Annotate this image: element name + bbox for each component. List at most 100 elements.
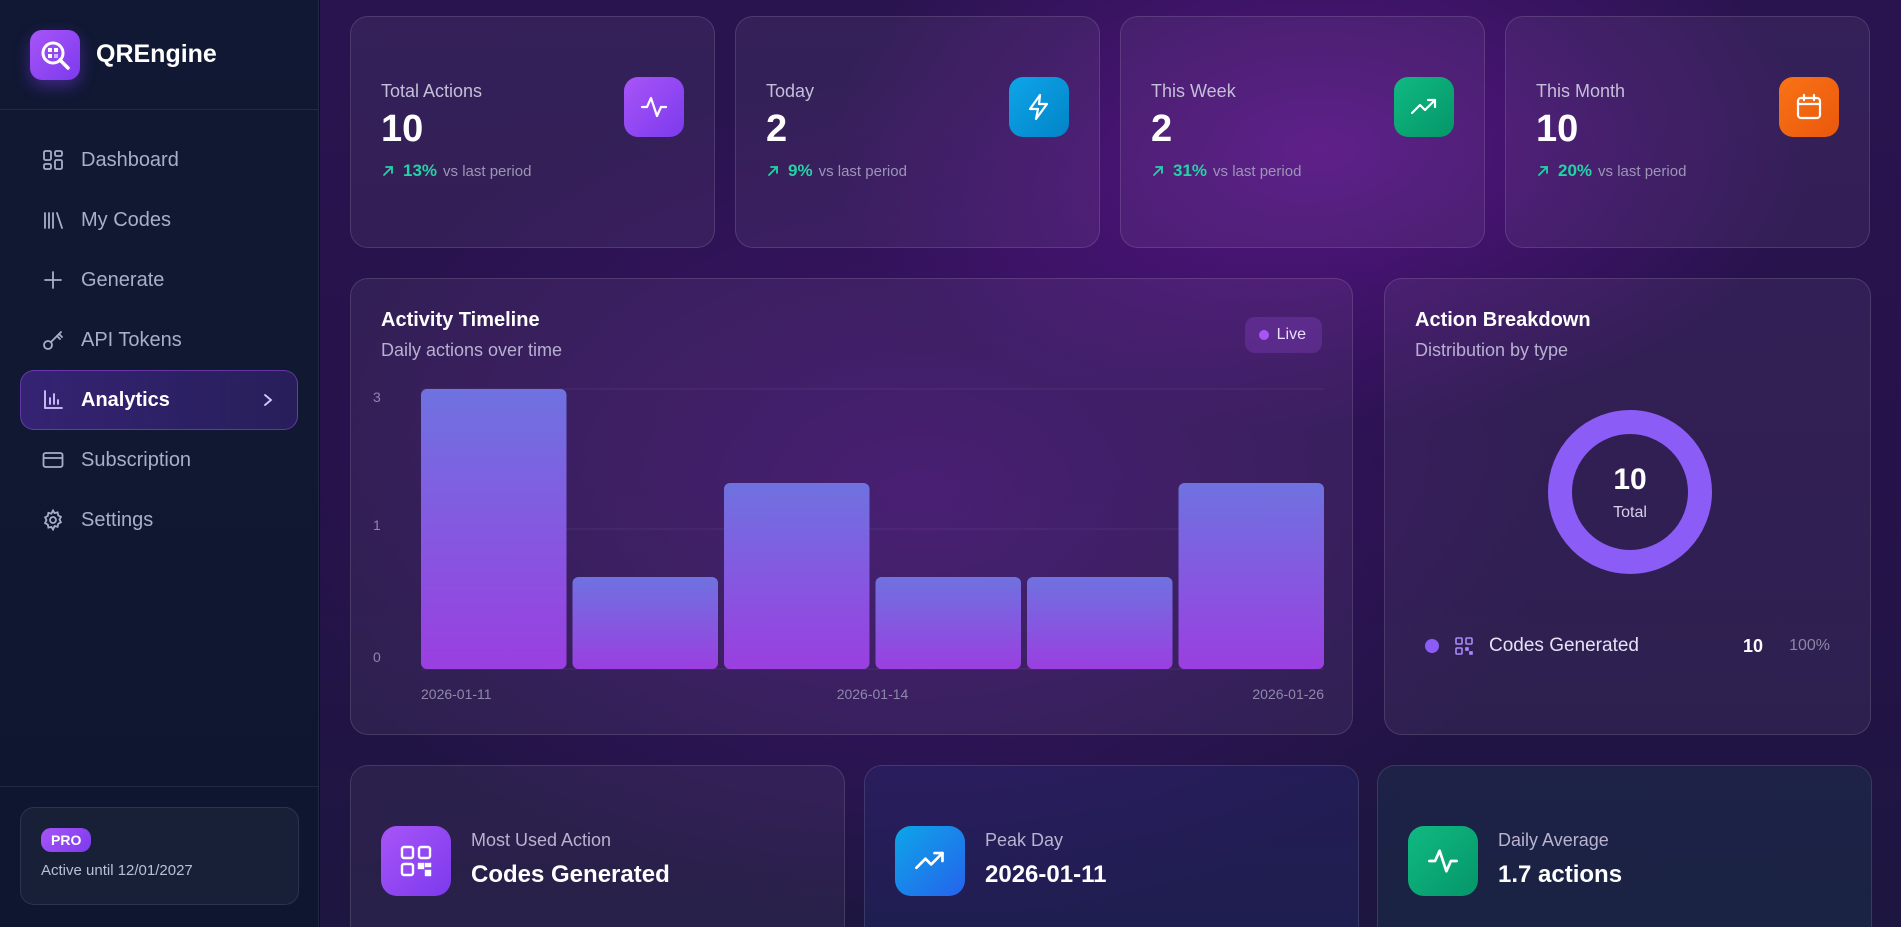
plan-status: Active until 12/01/2027: [41, 862, 193, 879]
stat-trend-pct: 13%: [403, 161, 438, 180]
sidebar-item-label: Settings: [81, 508, 154, 531]
stat-trend-suffix: vs last period: [443, 162, 532, 180]
y-tick-label: 3: [373, 389, 381, 405]
sidebar-item-api-tokens[interactable]: API Tokens: [20, 310, 298, 370]
bar-chart-icon: [41, 388, 65, 412]
donut-chart: 10 Total: [1548, 410, 1712, 574]
summary-value: Codes Generated: [471, 861, 670, 888]
live-badge[interactable]: Live: [1244, 317, 1322, 353]
calendar-icon: [1779, 77, 1839, 137]
sidebar-nav: Dashboard My Codes Generate: [0, 110, 318, 550]
main-content: Total Actions 10 13% vs last period Toda…: [320, 0, 1901, 927]
legend-item[interactable]: Codes Generated 10 100%: [1425, 631, 1830, 661]
sidebar-item-settings[interactable]: Settings: [20, 490, 298, 550]
sidebar-item-label: Generate: [81, 268, 165, 291]
brand[interactable]: QREngine: [0, 0, 318, 110]
stat-value: 10: [1536, 108, 1579, 150]
qr-code-icon: [1455, 637, 1473, 655]
stat-value: 10: [381, 108, 424, 150]
stat-value: 2: [766, 108, 788, 150]
chart-bar[interactable]: [724, 483, 870, 669]
sidebar-item-label: Dashboard: [81, 148, 179, 171]
chart-bar[interactable]: [1027, 577, 1173, 669]
dashboard-icon: [41, 148, 65, 172]
y-tick-label: 1: [373, 517, 381, 533]
activity-icon: [624, 77, 684, 137]
card-subtitle: Daily actions over time: [381, 340, 563, 360]
legend-count: 10: [1743, 635, 1764, 656]
most-used-action-card: Most Used Action Codes Generated: [350, 765, 845, 927]
stat-card-this-month: This Month 10 20% vs last period: [1505, 16, 1870, 248]
sidebar-item-analytics[interactable]: Analytics: [20, 370, 298, 430]
chart-bar[interactable]: [572, 577, 719, 669]
arrow-up-right-icon: [383, 166, 393, 176]
chart-bar[interactable]: [1178, 483, 1325, 669]
chart-bar[interactable]: [875, 577, 1022, 669]
divider: [0, 786, 319, 787]
key-icon: [41, 328, 65, 352]
summary-label: Daily Average: [1498, 830, 1609, 850]
summary-value: 2026-01-11: [985, 861, 1107, 888]
plan-badge: PRO: [41, 828, 92, 852]
legend-label: Codes Generated: [1489, 635, 1639, 656]
activity-timeline-chart: 3 1 0 2026-01-11 2026-01-14 2026-01-26: [373, 388, 1325, 702]
sidebar-item-subscription[interactable]: Subscription: [20, 430, 298, 490]
stat-label: Total Actions: [381, 81, 483, 101]
activity-icon: [1408, 826, 1478, 896]
stat-trend-suffix: vs last period: [1213, 162, 1302, 180]
stat-trend: 20% vs last period: [1536, 161, 1839, 181]
stat-trend-suffix: vs last period: [818, 162, 907, 180]
stat-trend: 13% vs last period: [381, 161, 684, 181]
card-title: Activity Timeline: [381, 309, 540, 331]
card-subtitle: Distribution by type: [1415, 340, 1569, 360]
gear-icon: [41, 508, 65, 532]
qr-logo-icon: [30, 29, 80, 80]
sidebar-item-label: Analytics: [81, 388, 170, 411]
stat-trend-pct: 31%: [1173, 161, 1208, 180]
stat-trend: 31% vs last period: [1151, 161, 1454, 181]
sidebar-item-label: Subscription: [81, 448, 192, 471]
action-breakdown-card: Action Breakdown Distribution by type 10…: [1384, 278, 1871, 735]
summary-label: Peak Day: [985, 830, 1064, 850]
y-tick-label: 0: [373, 649, 381, 665]
stat-trend-pct: 9%: [788, 161, 813, 180]
legend-dot: [1425, 639, 1439, 653]
sidebar-item-label: API Tokens: [81, 328, 182, 351]
donut-center-value: 10: [1613, 463, 1646, 496]
legend-pct: 100%: [1789, 637, 1830, 654]
qr-code-icon: [381, 826, 451, 896]
donut-slice-codes-generated: [1548, 410, 1712, 574]
stat-value: 2: [1151, 108, 1173, 150]
stat-card-total-actions: Total Actions 10 13% vs last period: [350, 16, 715, 248]
peak-day-card: Peak Day 2026-01-11: [864, 765, 1359, 927]
chart-bar[interactable]: [421, 389, 567, 669]
lightning-icon: [1009, 77, 1069, 137]
sidebar-item-dashboard[interactable]: Dashboard: [20, 130, 298, 190]
summary-label: Most Used Action: [471, 830, 612, 850]
sidebar-item-my-codes[interactable]: My Codes: [20, 190, 298, 250]
stat-label: Today: [766, 81, 815, 101]
stat-card-today: Today 2 9% vs last period: [735, 16, 1100, 248]
stat-label: This Week: [1151, 81, 1236, 101]
arrow-up-right-icon: [1538, 166, 1548, 176]
arrow-up-right-icon: [1153, 166, 1163, 176]
stat-trend: 9% vs last period: [766, 161, 1069, 181]
credit-card-icon: [41, 448, 65, 472]
activity-timeline-card: 3 1 0 2026-01-11 2026-01-14 2026-01-26 Activi…: [350, 278, 1353, 735]
sidebar: QREngine Dashboard My Codes: [0, 0, 319, 927]
trending-up-icon: [1394, 77, 1454, 137]
library-icon: [41, 208, 65, 232]
sidebar-item-label: My Codes: [81, 208, 172, 231]
chevron-right-icon: [261, 390, 275, 416]
donut-center-label: Total: [1613, 504, 1647, 521]
live-dot: [1258, 330, 1269, 340]
arrow-up-right-icon: [768, 166, 778, 176]
stat-trend-suffix: vs last period: [1598, 162, 1687, 180]
summary-value: 1.7 actions: [1498, 861, 1623, 888]
x-tick-label: 2026-01-26: [1252, 686, 1324, 702]
brand-name: QREngine: [96, 40, 217, 68]
plan-card[interactable]: PRO Active until 12/01/2027: [20, 807, 299, 905]
live-label: Live: [1276, 326, 1306, 343]
sidebar-item-generate[interactable]: Generate: [20, 250, 298, 310]
stat-label: This Month: [1536, 81, 1626, 101]
